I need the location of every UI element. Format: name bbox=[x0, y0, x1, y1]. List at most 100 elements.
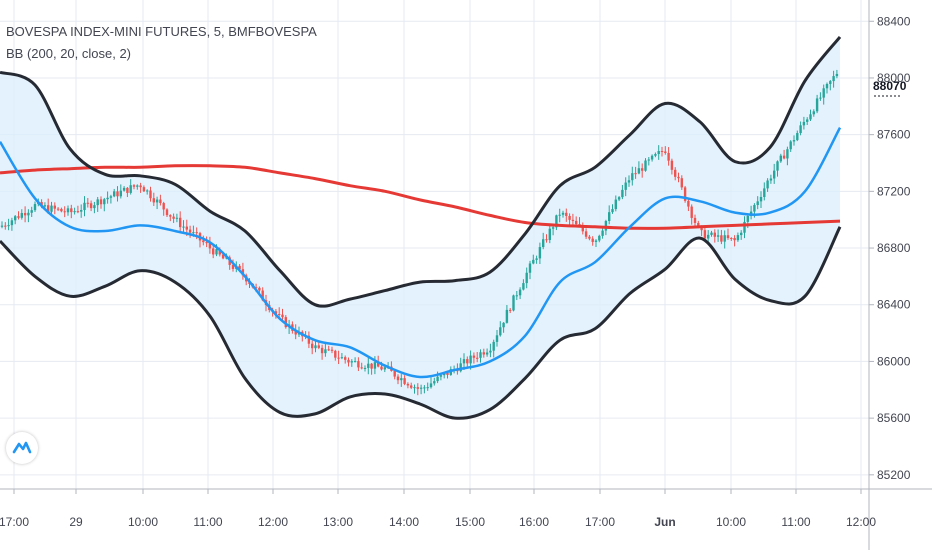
candle-body bbox=[281, 314, 284, 318]
x-tick-label: 10:00 bbox=[716, 515, 746, 529]
candle-body bbox=[47, 205, 50, 212]
candle-body bbox=[165, 209, 169, 216]
candle-body bbox=[697, 222, 700, 227]
candle-body bbox=[763, 188, 766, 197]
candle-body bbox=[594, 240, 598, 242]
y-tick-label: 86800 bbox=[877, 241, 911, 255]
candle-body bbox=[284, 317, 287, 328]
candle-body bbox=[20, 213, 23, 218]
candle-body bbox=[327, 349, 330, 351]
y-tick-label: 86400 bbox=[877, 298, 911, 312]
candle-body bbox=[238, 265, 241, 270]
candle-body bbox=[621, 189, 624, 198]
time-axis[interactable]: 17:00 29 10:00 11:00 12:00 13:00 14:00 15:00 16:… bbox=[0, 489, 876, 529]
candle-body bbox=[617, 197, 621, 200]
candle-body bbox=[637, 168, 641, 174]
candle-body bbox=[261, 290, 264, 301]
candle-body bbox=[608, 212, 611, 222]
candle-body bbox=[66, 208, 70, 213]
y-tick-label: 87600 bbox=[877, 128, 911, 142]
candle-body bbox=[188, 229, 192, 233]
candle-body bbox=[528, 263, 532, 273]
candle-body bbox=[139, 185, 142, 188]
candle-body bbox=[433, 381, 436, 384]
candle-body bbox=[499, 327, 502, 336]
candle-body bbox=[86, 202, 89, 204]
candle-body bbox=[50, 205, 53, 212]
x-tick-label: 12:00 bbox=[258, 515, 288, 529]
x-tick-label: 17:00 bbox=[585, 515, 615, 529]
candle-body bbox=[538, 247, 542, 259]
candle-body bbox=[819, 97, 822, 99]
candle-body bbox=[4, 225, 7, 227]
bollinger-basis-line bbox=[0, 127, 842, 379]
candle-body bbox=[829, 81, 832, 84]
candle-body bbox=[670, 160, 674, 170]
candle-body bbox=[551, 227, 555, 229]
candle-body bbox=[634, 173, 637, 175]
candle-body bbox=[779, 155, 782, 162]
candle-body bbox=[489, 350, 492, 353]
candle-body bbox=[568, 215, 571, 220]
candle-body bbox=[660, 150, 664, 152]
candle-body bbox=[796, 133, 799, 141]
candle-body bbox=[641, 168, 644, 171]
candle-body bbox=[782, 155, 786, 159]
price-axis[interactable]: 85200 85600 86000 86400 86800 87200 87600 88000… bbox=[869, 14, 911, 482]
candle-body bbox=[799, 125, 802, 134]
candle-body bbox=[716, 235, 720, 237]
candle-body bbox=[462, 359, 466, 364]
x-tick-label: Jun bbox=[654, 515, 675, 529]
candle-body bbox=[571, 219, 575, 221]
candle-body bbox=[756, 201, 759, 206]
candle-body bbox=[129, 185, 132, 193]
candle-body bbox=[76, 211, 80, 213]
candle-body bbox=[624, 182, 627, 190]
candle-body bbox=[822, 88, 825, 98]
candle-body bbox=[396, 376, 400, 381]
indicator-legend[interactable]: BB (200, 20, close, 2) bbox=[6, 46, 132, 61]
tradingview-logo-icon[interactable] bbox=[6, 432, 38, 464]
x-tick-label: 13:00 bbox=[323, 515, 353, 529]
candle-body bbox=[809, 114, 812, 120]
candle-body bbox=[403, 378, 406, 384]
x-tick-label: 14:00 bbox=[389, 515, 419, 529]
candle-body bbox=[479, 352, 482, 358]
candle-body bbox=[657, 150, 660, 155]
candle-body bbox=[350, 361, 353, 363]
candle-body bbox=[63, 211, 66, 213]
x-tick-label: 11:00 bbox=[193, 515, 222, 529]
candle-body bbox=[720, 235, 723, 242]
candle-body bbox=[106, 197, 109, 200]
candle-body bbox=[439, 375, 443, 377]
candle-body bbox=[690, 206, 693, 218]
candle-body bbox=[215, 249, 218, 255]
candle-body bbox=[769, 178, 773, 181]
candle-body bbox=[611, 209, 614, 213]
candle-body bbox=[518, 289, 522, 296]
candle-body bbox=[400, 378, 403, 381]
candle-body bbox=[601, 230, 604, 236]
candle-body bbox=[509, 309, 512, 311]
candle-body bbox=[7, 225, 10, 227]
candle-body bbox=[515, 295, 518, 297]
candle-body bbox=[119, 190, 122, 197]
candle-body bbox=[703, 230, 707, 239]
candle-body bbox=[776, 161, 779, 171]
candle-body bbox=[192, 232, 195, 234]
candle-body bbox=[212, 248, 215, 255]
candle-body bbox=[469, 355, 472, 364]
candle-body bbox=[713, 232, 716, 237]
candle-body bbox=[314, 345, 317, 349]
candle-body bbox=[278, 313, 281, 315]
candle-body bbox=[159, 199, 162, 204]
candle-body bbox=[743, 221, 746, 233]
candle-body bbox=[548, 228, 551, 240]
candle-body bbox=[347, 359, 350, 363]
symbol-title[interactable]: BOVESPA INDEX-MINI FUTURES, 5, BMFBOVESP… bbox=[6, 24, 317, 39]
candle-body bbox=[175, 217, 179, 219]
candle-body bbox=[588, 236, 591, 239]
candle-body bbox=[733, 238, 736, 241]
candle-body bbox=[773, 170, 776, 179]
